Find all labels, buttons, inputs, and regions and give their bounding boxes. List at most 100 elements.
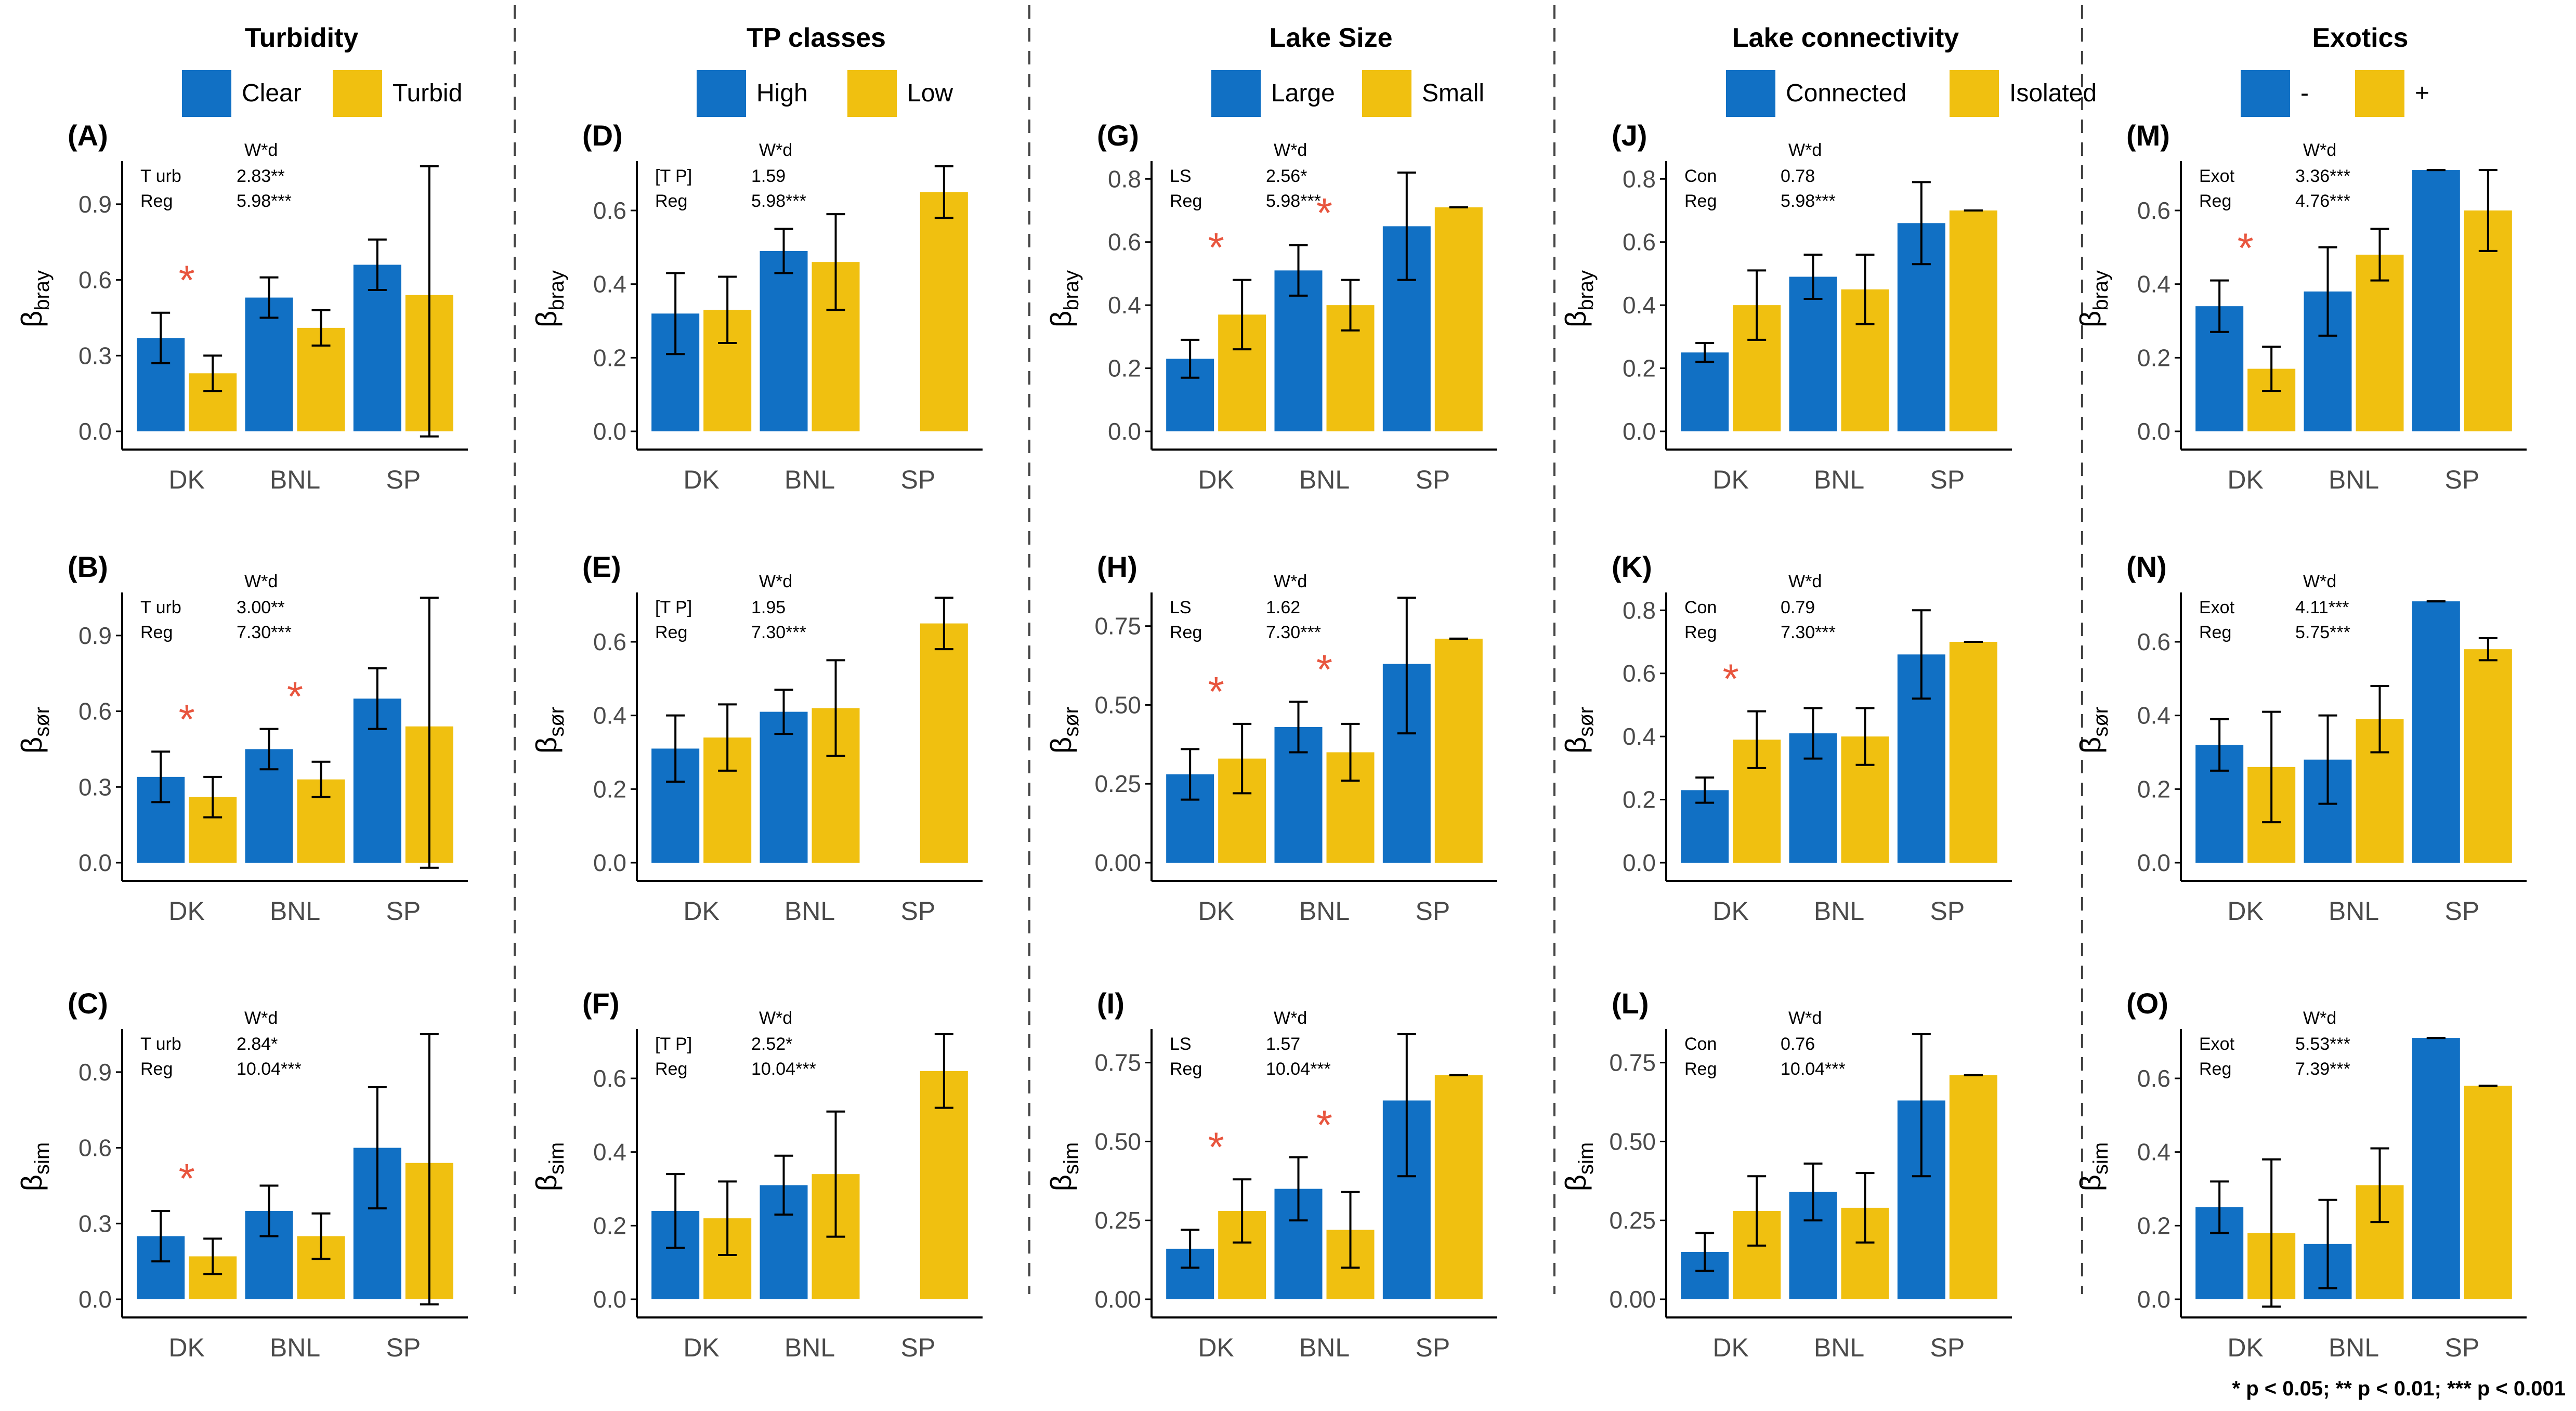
- legend-swatch-blue: [697, 70, 746, 117]
- y-axis-label: βbray: [1559, 270, 1598, 327]
- x-tick-label: DK: [168, 1333, 204, 1362]
- y-axis-label-sub: sim: [545, 1142, 568, 1175]
- stat-term: Con: [1684, 1034, 1717, 1054]
- column-lake-connectivity: Lake connectivity Connected Isolated (J) W*d…: [1559, 23, 2097, 1362]
- x-tick-label: BNL: [270, 1333, 320, 1362]
- column-title: Lake Size: [1269, 23, 1392, 53]
- stat-value: 5.98***: [751, 191, 806, 211]
- y-tick-label: 0.6: [79, 698, 112, 725]
- bar: [1434, 1075, 1483, 1299]
- stat-term: Reg: [1684, 191, 1717, 211]
- y-axis-label: βsim: [15, 1142, 54, 1191]
- legend-label: Low: [907, 80, 953, 107]
- stat-header: W*d: [244, 572, 278, 591]
- stat-value: 4.11***: [2295, 598, 2349, 617]
- stat-header: W*d: [1788, 1008, 1822, 1028]
- y-tick-label: 0.0: [1623, 849, 1656, 876]
- stat-term: Reg: [1170, 1059, 1202, 1079]
- bar: [2464, 1086, 2512, 1299]
- x-tick-label: SP: [1415, 896, 1450, 926]
- y-tick-label: 0.0: [79, 418, 112, 445]
- panel-label: (D): [582, 119, 623, 152]
- y-axis-label-sub: sim: [1060, 1142, 1083, 1175]
- stat-term: Con: [1684, 598, 1717, 617]
- legend: - +: [2241, 70, 2429, 117]
- panel: (F) W*d [T P] 2.52* Reg 10.04*** βsim 0.0 0.2 0.4…: [530, 987, 983, 1362]
- bar: [760, 711, 808, 863]
- y-tick-label: 0.9: [79, 622, 112, 649]
- panel-label: (N): [2126, 550, 2167, 583]
- panel-label: (G): [1097, 119, 1139, 152]
- stat-header: W*d: [1274, 1008, 1307, 1028]
- x-tick-label: DK: [1712, 896, 1748, 926]
- stat-value: 5.98***: [1781, 191, 1836, 211]
- stat-value: 5.98***: [1266, 191, 1321, 211]
- stat-value: 3.00**: [237, 598, 285, 617]
- y-tick-label: 0.75: [1609, 1049, 1656, 1076]
- y-tick-label: 0.0: [2137, 849, 2170, 876]
- stat-term: Reg: [1170, 191, 1202, 211]
- y-axis-label: βbray: [530, 270, 568, 327]
- y-tick-label: 0.50: [1094, 691, 1141, 718]
- stat-term: Reg: [655, 191, 687, 211]
- y-tick-label: 0.75: [1094, 1049, 1141, 1076]
- panel: (G) W*d LS 2.56* Reg 5.98*** βbray 0.0 0.2 0.4 0.6…: [1044, 119, 1497, 494]
- x-tick-label: BNL: [1299, 465, 1350, 494]
- bar: [760, 250, 808, 431]
- y-axis-label-sub: bray: [1060, 270, 1083, 311]
- panel-label: (M): [2126, 119, 2170, 152]
- x-tick-label: DK: [683, 465, 719, 494]
- y-tick-label: 0.4: [1623, 292, 1656, 319]
- y-axis-label: βsim: [1559, 1142, 1598, 1191]
- y-tick-label: 0.3: [79, 1210, 112, 1237]
- stat-value: 2.84*: [237, 1034, 278, 1054]
- stat-term: Reg: [655, 1059, 687, 1079]
- stat-term: LS: [1170, 1034, 1192, 1054]
- stat-header: W*d: [244, 140, 278, 160]
- x-tick-label: SP: [386, 896, 421, 926]
- x-tick-label: BNL: [784, 896, 835, 926]
- stat-value: 1.95: [751, 598, 786, 617]
- stat-value: 10.04***: [1781, 1059, 1846, 1079]
- stat-value: 5.75***: [2295, 623, 2350, 642]
- x-tick-label: SP: [1930, 896, 1965, 926]
- legend-label: +: [2415, 80, 2429, 107]
- stat-value: 0.78: [1781, 166, 1815, 186]
- x-tick-label: BNL: [784, 1333, 835, 1362]
- y-tick-label: 0.0: [593, 1286, 626, 1313]
- bar: [2464, 649, 2512, 863]
- x-tick-label: DK: [1198, 1333, 1234, 1362]
- legend: High Low: [697, 70, 953, 117]
- y-axis-label-sub: bray: [31, 270, 54, 311]
- y-tick-label: 0.6: [2137, 628, 2170, 655]
- panel-label: (L): [1612, 987, 1649, 1020]
- y-tick-label: 0.6: [1108, 229, 1141, 256]
- panel: (K) W*d Con 0.79 Reg 7.30*** βsør 0.0 0.2 0.4 0.6 0…: [1559, 550, 2012, 926]
- stat-header: W*d: [1274, 140, 1307, 160]
- x-tick-label: DK: [2227, 465, 2263, 494]
- column-title: Exotics: [2312, 23, 2409, 53]
- x-tick-label: DK: [2227, 1333, 2263, 1362]
- column-lake-size: Lake Size Large Small (G) W*d LS 2.56* Reg 5.98*…: [1044, 23, 1497, 1362]
- significance-star: *: [1316, 646, 1332, 692]
- panel: (L) W*d Con 0.76 Reg 10.04*** βsim 0.00 0.25 0.50…: [1559, 987, 2012, 1362]
- x-tick-label: SP: [386, 465, 421, 494]
- y-tick-label: 0.2: [1623, 786, 1656, 813]
- legend-swatch-blue: [1211, 70, 1261, 117]
- stat-value: 10.04***: [237, 1059, 302, 1079]
- x-tick-label: BNL: [2329, 1333, 2379, 1362]
- bar: [1434, 207, 1483, 431]
- legend-swatch-yellow: [2355, 70, 2404, 117]
- bar: [2356, 255, 2404, 431]
- y-tick-label: 0.00: [1609, 1286, 1656, 1313]
- y-tick-label: 0.2: [2137, 775, 2170, 802]
- y-tick-label: 0.2: [593, 1212, 626, 1239]
- stat-term: Reg: [1684, 1059, 1717, 1079]
- legend-swatch-yellow: [847, 70, 897, 117]
- y-tick-label: 0.25: [1094, 770, 1141, 797]
- x-tick-label: BNL: [1299, 896, 1350, 926]
- panel: (N) W*d Exot 4.11*** Reg 5.75*** βsør 0.0 0.2 0.4…: [2074, 550, 2527, 926]
- panel-label: (B): [68, 550, 108, 583]
- stat-value: 1.62: [1266, 598, 1300, 617]
- legend-label: Turbid: [393, 80, 462, 107]
